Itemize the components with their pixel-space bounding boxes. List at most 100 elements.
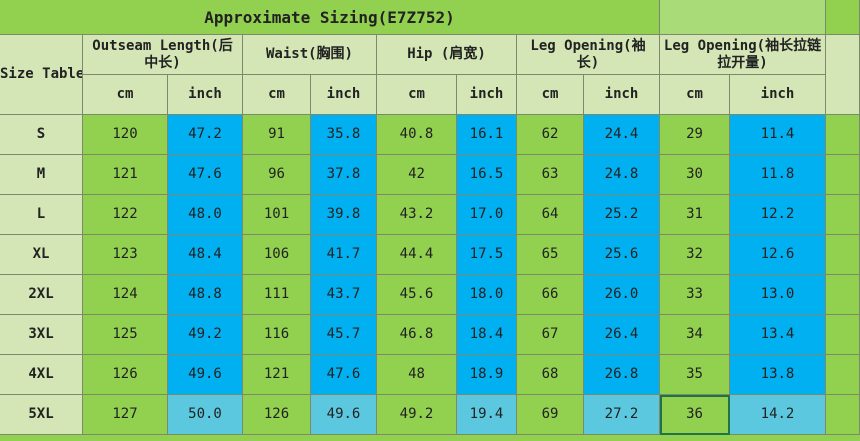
size-value: 29 (660, 115, 730, 155)
size-value: 17.5 (457, 235, 517, 275)
size-value: 37.8 (311, 155, 377, 195)
size-label: 4XL (0, 355, 83, 395)
blank-cell (826, 235, 860, 275)
size-value: 48.4 (168, 235, 243, 275)
size-label: S (0, 115, 83, 155)
size-value: 25.6 (584, 235, 660, 275)
size-value: 12.2 (730, 195, 826, 235)
size-label: 2XL (0, 275, 83, 315)
size-value: 31 (660, 195, 730, 235)
size-value: 45.6 (377, 275, 457, 315)
size-value: 65 (517, 235, 584, 275)
size-value: 47.6 (311, 355, 377, 395)
size-value: 126 (243, 395, 311, 435)
size-value: 64 (517, 195, 584, 235)
size-value: 40.8 (377, 115, 457, 155)
size-value: 24.4 (584, 115, 660, 155)
size-value: 46.8 (377, 315, 457, 355)
size-value: 16.1 (457, 115, 517, 155)
size-value: 11.4 (730, 115, 826, 155)
unit-header: inch (730, 75, 826, 115)
size-value: 42 (377, 155, 457, 195)
size-value: 36 (660, 395, 730, 435)
size-value: 63 (517, 155, 584, 195)
blank-cell (826, 395, 860, 435)
size-value: 124 (83, 275, 168, 315)
size-value: 13.4 (730, 315, 826, 355)
size-value: 30 (660, 155, 730, 195)
unit-header: inch (584, 75, 660, 115)
blank-cell (826, 355, 860, 395)
size-value: 25.2 (584, 195, 660, 235)
size-value: 11.8 (730, 155, 826, 195)
size-value: 106 (243, 235, 311, 275)
group-header: Hip (肩宽) (377, 35, 517, 75)
blank-cell (660, 0, 826, 35)
unit-header: inch (457, 75, 517, 115)
size-value: 39.8 (311, 195, 377, 235)
unit-header: cm (660, 75, 730, 115)
size-label: 5XL (0, 395, 83, 435)
size-value: 35 (660, 355, 730, 395)
size-value: 67 (517, 315, 584, 355)
blank-cell (826, 35, 860, 115)
size-value: 13.8 (730, 355, 826, 395)
size-value: 126 (83, 355, 168, 395)
blank-cell (826, 315, 860, 355)
size-value: 96 (243, 155, 311, 195)
size-value: 116 (243, 315, 311, 355)
size-value: 127 (83, 395, 168, 435)
size-value: 91 (243, 115, 311, 155)
size-value: 49.6 (311, 395, 377, 435)
size-value: 35.8 (311, 115, 377, 155)
title: Approximate Sizing(E7Z752) (0, 0, 660, 35)
size-label: 3XL (0, 315, 83, 355)
size-value: 47.2 (168, 115, 243, 155)
size-value: 26.0 (584, 275, 660, 315)
size-value: 49.2 (377, 395, 457, 435)
size-value: 49.2 (168, 315, 243, 355)
size-value: 27.2 (584, 395, 660, 435)
unit-header: cm (377, 75, 457, 115)
size-value: 111 (243, 275, 311, 315)
size-value: 43.2 (377, 195, 457, 235)
size-value: 44.4 (377, 235, 457, 275)
size-value: 16.5 (457, 155, 517, 195)
unit-header: inch (168, 75, 243, 115)
size-value: 32 (660, 235, 730, 275)
size-value: 12.6 (730, 235, 826, 275)
size-value: 34 (660, 315, 730, 355)
size-value: 62 (517, 115, 584, 155)
group-header: Leg Opening(袖长) (517, 35, 660, 75)
blank-cell (826, 0, 860, 35)
size-value: 68 (517, 355, 584, 395)
size-value: 33 (660, 275, 730, 315)
size-value: 48.0 (168, 195, 243, 235)
size-value: 48 (377, 355, 457, 395)
size-value: 45.7 (311, 315, 377, 355)
size-value: 122 (83, 195, 168, 235)
size-label: M (0, 155, 83, 195)
size-value: 13.0 (730, 275, 826, 315)
size-value: 24.8 (584, 155, 660, 195)
group-header: Leg Opening(袖长拉链拉开量) (660, 35, 826, 75)
unit-header: cm (517, 75, 584, 115)
size-value: 123 (83, 235, 168, 275)
size-value: 47.6 (168, 155, 243, 195)
size-value: 18.0 (457, 275, 517, 315)
blank-cell (826, 195, 860, 235)
size-value: 49.6 (168, 355, 243, 395)
size-value: 48.8 (168, 275, 243, 315)
size-value: 120 (83, 115, 168, 155)
unit-header: cm (243, 75, 311, 115)
size-value: 125 (83, 315, 168, 355)
size-value: 50.0 (168, 395, 243, 435)
unit-header: cm (83, 75, 168, 115)
size-label: L (0, 195, 83, 235)
size-label: XL (0, 235, 83, 275)
size-value: 121 (83, 155, 168, 195)
size-value: 18.9 (457, 355, 517, 395)
corner-label: Size Table (0, 35, 83, 115)
blank-cell (826, 155, 860, 195)
size-value: 19.4 (457, 395, 517, 435)
